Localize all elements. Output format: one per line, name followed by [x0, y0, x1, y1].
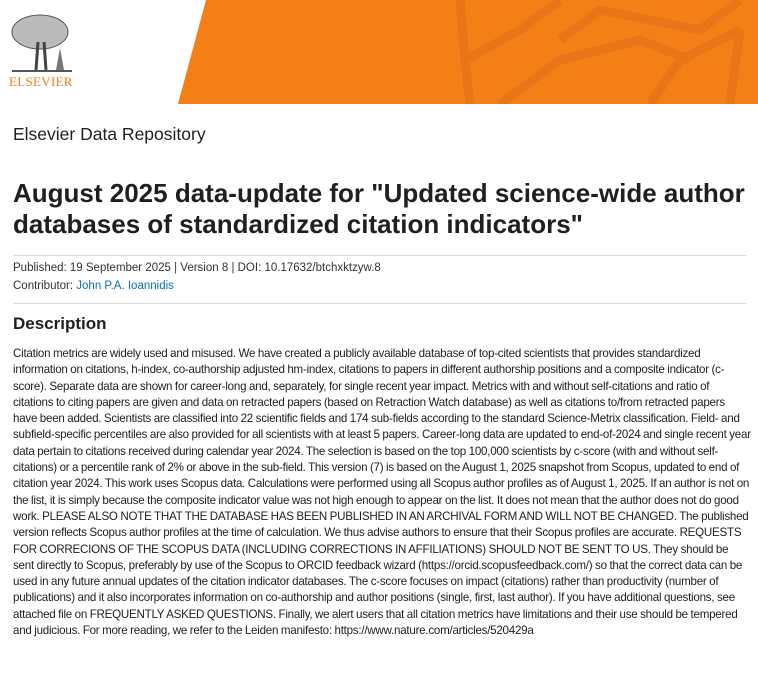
divider [13, 255, 746, 256]
header-banner: ELSEVIER [0, 0, 758, 108]
dataset-title: August 2025 data-update for "Updated sci… [13, 178, 745, 239]
divider [13, 303, 746, 304]
publication-info: Published: 19 September 2025 | Version 8… [13, 262, 381, 274]
contributor-label: Contributor: [13, 280, 77, 292]
contributor-line: Contributor: John P.A. Ioannidis [13, 280, 174, 292]
elsevier-tree-logo[interactable] [8, 12, 78, 92]
repository-title: Elsevier Data Repository [13, 124, 206, 144]
description-heading: Description [13, 314, 107, 333]
elsevier-wordmark: ELSEVIER [9, 74, 73, 89]
contributor-link[interactable]: John P.A. Ioannidis [76, 280, 174, 292]
description-text: Citation metrics are widely used and mis… [13, 347, 751, 638]
orange-banner-graphic [178, 0, 758, 108]
